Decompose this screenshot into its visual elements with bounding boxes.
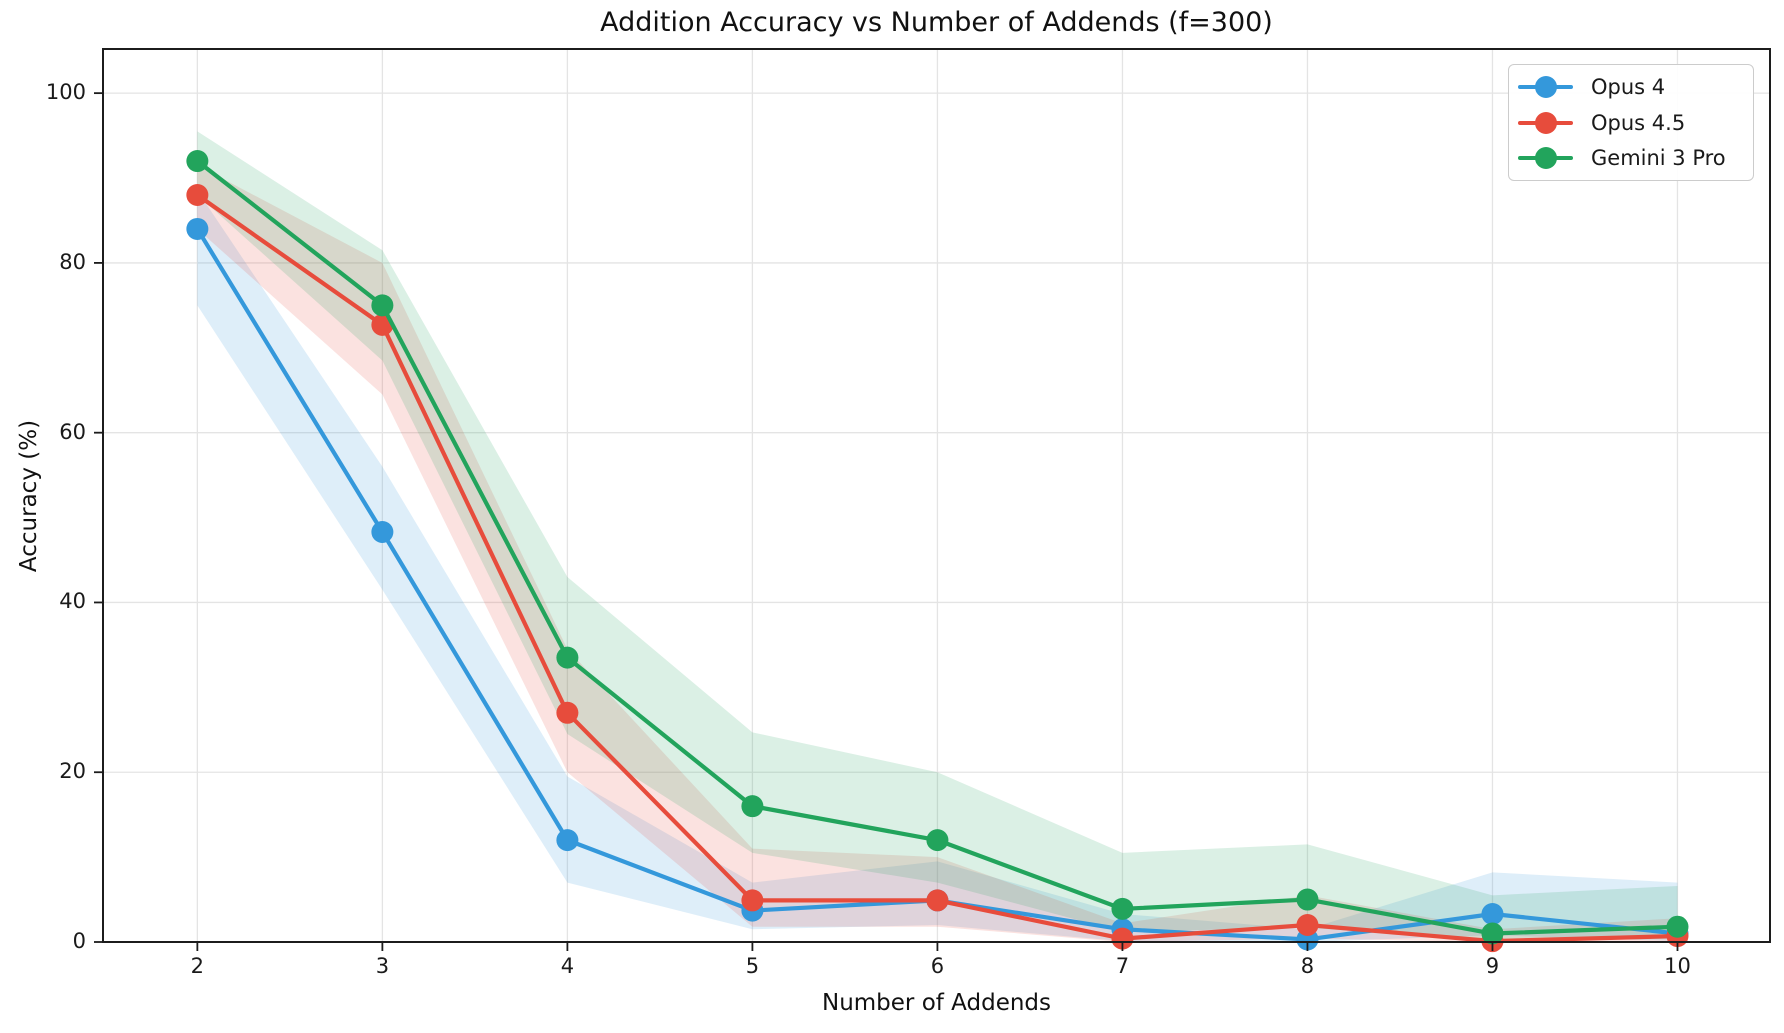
plot-border xyxy=(102,48,1771,943)
data-point-gemini-3-pro xyxy=(1666,915,1689,938)
x-tick-label: 5 xyxy=(745,954,760,978)
y-tick-label: 0 xyxy=(72,929,86,953)
y-tick-label: 100 xyxy=(45,80,86,105)
data-point-opus-4 xyxy=(371,521,394,544)
x-tick-label: 4 xyxy=(560,954,575,978)
x-tick-label: 7 xyxy=(1115,954,1130,978)
data-point-gemini-3-pro xyxy=(556,646,579,669)
data-point-gemini-3-pro xyxy=(741,795,764,818)
legend-marker-gemini-3-pro xyxy=(1518,146,1573,170)
data-point-gemini-3-pro xyxy=(1296,888,1319,911)
legend-label-gemini-3-pro: Gemini 3 Pro xyxy=(1591,145,1726,170)
y-tick-label: 80 xyxy=(59,249,86,274)
x-tick-label: 6 xyxy=(930,954,945,978)
tick-marks xyxy=(94,92,1679,951)
data-point-opus-4-5 xyxy=(741,889,764,912)
confidence-band-gemini-3-pro xyxy=(197,131,1678,942)
legend-marker-opus-4-5 xyxy=(1518,111,1573,135)
legend-label-opus-4-5: Opus 4.5 xyxy=(1591,110,1686,135)
legend-marker-opus-4 xyxy=(1518,75,1573,99)
data-point-opus-4-5 xyxy=(1111,927,1134,950)
x-tick-label: 3 xyxy=(375,954,390,978)
y-tick-label: 20 xyxy=(59,759,86,784)
legend: Opus 4 Opus 4.5 Gemini 3 Pro xyxy=(1508,64,1754,181)
data-point-gemini-3-pro xyxy=(926,829,949,852)
data-point-gemini-3-pro xyxy=(1481,922,1504,945)
legend-label-opus-4: Opus 4 xyxy=(1591,75,1666,100)
x-tick-label: 8 xyxy=(1300,954,1315,978)
x-tick-label: 2 xyxy=(190,954,205,978)
legend-item-opus-4-5: Opus 4.5 xyxy=(1518,106,1747,140)
data-point-opus-4-5 xyxy=(926,889,949,912)
data-point-opus-4-5 xyxy=(1296,914,1319,937)
data-point-opus-4 xyxy=(1481,902,1504,925)
data-point-opus-4 xyxy=(186,217,209,240)
data-point-opus-4-5 xyxy=(556,701,579,724)
x-axis-label: Number of Addends xyxy=(821,990,1052,1016)
series-gemini-3-pro xyxy=(186,150,1689,945)
y-tick-label: 40 xyxy=(59,589,86,614)
confidence-band-opus-4-5 xyxy=(197,165,1678,943)
data-point-gemini-3-pro xyxy=(371,294,394,317)
x-tick-label: 9 xyxy=(1485,954,1500,978)
data-point-opus-4 xyxy=(556,829,579,852)
legend-item-gemini-3-pro: Gemini 3 Pro xyxy=(1518,141,1747,175)
data-point-opus-4-5 xyxy=(186,184,209,207)
x-tick-label: 10 xyxy=(1664,954,1691,978)
legend-item-opus-4: Opus 4 xyxy=(1518,70,1747,104)
data-point-gemini-3-pro xyxy=(1111,897,1134,920)
data-point-gemini-3-pro xyxy=(186,150,209,173)
chart-title: Addition Accuracy vs Number of Addends (… xyxy=(600,7,1273,38)
y-tick-label: 60 xyxy=(59,419,86,444)
